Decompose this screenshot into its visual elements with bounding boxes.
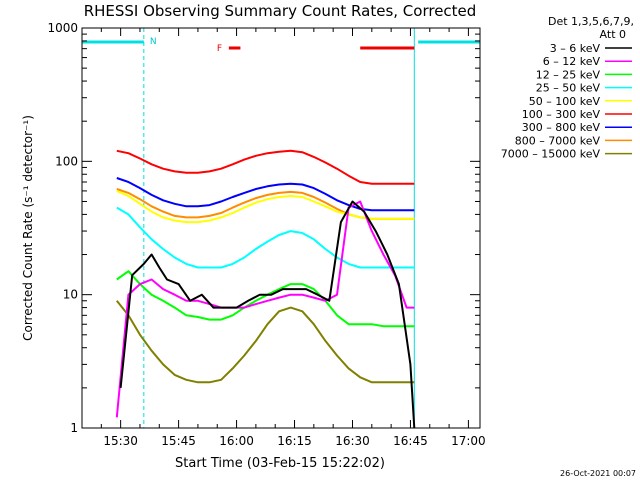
series-line-3 <box>116 206 415 269</box>
legend-label-8: 7000 – 15000 keV <box>501 148 601 161</box>
x-tick-label-5: 16:45 <box>393 434 428 448</box>
legend-header-line-2: Att 0 <box>600 28 626 41</box>
chart-title: RHESSI Observing Summary Count Rates, Co… <box>84 2 477 20</box>
saa-flag-label: N <box>150 37 157 47</box>
y-tick-label-3: 1000 <box>47 21 78 35</box>
series-line-0 <box>119 200 416 429</box>
x-tick-label-4: 16:30 <box>335 434 370 448</box>
x-tick-label-3: 16:15 <box>277 434 312 448</box>
timestamp: 26-Oct-2021 00:07 <box>560 469 636 478</box>
plot-frame <box>81 27 481 429</box>
axes: 15:30 15:45 16:00 16:15 16:30 16:45 17:00 1 10 10… <box>47 21 485 448</box>
x-tick-label-6: 17:00 <box>451 434 486 448</box>
legend-label-3: 25 – 50 keV <box>536 82 601 95</box>
series-lines <box>115 149 416 429</box>
x-tick-label-0: 15:30 <box>103 434 138 448</box>
x-tick-label-2: 16:00 <box>219 434 254 448</box>
legend-label-2: 12 – 25 keV <box>536 68 601 81</box>
series-line-1 <box>115 200 415 418</box>
series-line-6 <box>116 177 415 212</box>
x-axis-label: Start Time (03-Feb-15 15:22:02) <box>175 456 385 471</box>
legend-header-line-1: Det 1,3,5,6,7,9, <box>548 15 634 28</box>
series-line-5 <box>116 149 415 185</box>
legend-label-0: 3 – 6 keV <box>550 42 601 55</box>
legend-label-7: 800 – 7000 keV <box>515 134 601 147</box>
legend-label-4: 50 – 100 keV <box>529 95 601 108</box>
x-tick-label-1: 15:45 <box>161 434 196 448</box>
flare-flag-label: F <box>217 44 222 54</box>
y-tick-label-1: 10 <box>63 288 78 302</box>
y-tick-label-0: 1 <box>70 421 78 435</box>
legend-label-6: 300 – 800 keV <box>522 121 601 134</box>
legend-label-1: 6 – 12 keV <box>543 55 601 68</box>
legend-label-5: 100 – 300 keV <box>522 108 601 121</box>
y-tick-label-2: 100 <box>55 154 78 168</box>
y-axis-label: Corrected Count Rate (s⁻¹ detector⁻¹) <box>21 115 35 341</box>
series-line-8 <box>116 300 415 384</box>
